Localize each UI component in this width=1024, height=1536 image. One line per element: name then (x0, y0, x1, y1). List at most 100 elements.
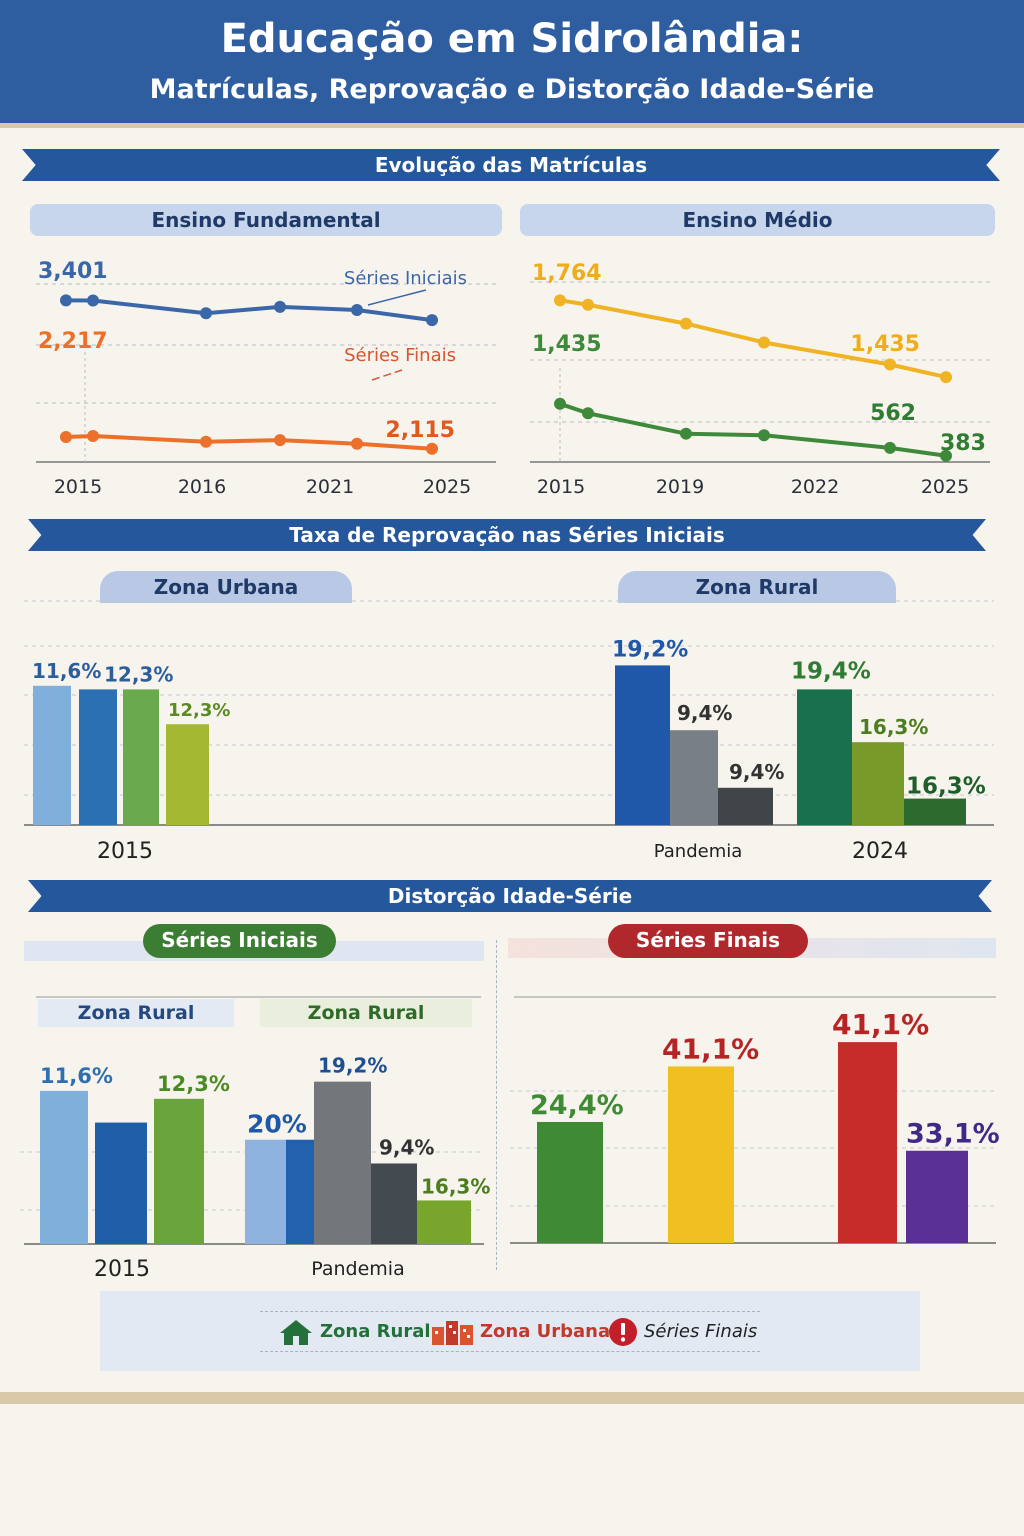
bar-label: 9,4% (729, 760, 784, 784)
footer-bar (0, 1392, 1024, 1404)
data-point (200, 307, 212, 320)
data-point (680, 317, 692, 330)
data-point (554, 294, 566, 307)
legend-item-urbana: Zona Urbana (432, 1317, 610, 1347)
data-point (940, 449, 952, 462)
series-name-label: Séries Iniciais (344, 268, 467, 289)
legend-divider-bottom (260, 1351, 760, 1352)
data-point (758, 336, 770, 349)
bar-label: 11,6% (32, 659, 101, 683)
bar-label: 20% (247, 1110, 307, 1139)
bar (245, 1139, 286, 1244)
legend-label-rural: Zona Rural (320, 1321, 431, 1342)
data-point (582, 407, 594, 420)
group-label: 2024 (852, 839, 908, 864)
group-label: 2015 (97, 839, 153, 864)
x-tick-label: 2019 (656, 476, 704, 498)
bar-label: 19,2% (318, 1054, 387, 1078)
bar (371, 1163, 417, 1244)
bar (906, 1150, 968, 1243)
series-name-label: Séries Finais (344, 345, 456, 366)
bar (670, 730, 718, 825)
group-label: Pandemia (311, 1258, 404, 1280)
legend-label-finais: Séries Finais (644, 1321, 758, 1342)
data-label: 2,115 (385, 418, 455, 443)
bar-label: 16,3% (421, 1174, 490, 1198)
bar-label: 19,4% (791, 658, 871, 684)
bar (615, 665, 670, 825)
panel-divider (496, 940, 497, 1270)
section-banner-matriculas: Evolução das Matrículas (22, 149, 1000, 181)
data-label: 3,401 (38, 259, 108, 284)
section-banner-distorcao: Distorção Idade-Série (28, 880, 992, 912)
data-label: 1,435 (532, 332, 602, 357)
panel-title-series-iniciais: Séries Iniciais (143, 924, 336, 958)
data-point (554, 397, 566, 410)
data-point (680, 427, 692, 440)
data-point (200, 435, 212, 448)
panel-title-urbana: Zona Urbana (100, 571, 352, 603)
alert-icon (609, 1318, 637, 1346)
group-label: 2015 (94, 1257, 150, 1282)
data-label: 2,217 (38, 329, 108, 354)
subhead-zona-rural-b: Zona Rural (260, 999, 472, 1027)
bar (40, 1090, 88, 1244)
bar (838, 1042, 897, 1243)
legend-item-rural: Zona Rural (278, 1317, 431, 1347)
bar (95, 1122, 147, 1244)
bar-label: 16,3% (906, 774, 986, 800)
page-title: Educação em Sidrolândia: (220, 16, 804, 62)
data-point (884, 358, 896, 371)
bar-label: 41,1% (662, 1032, 759, 1065)
bar-label: 19,2% (612, 637, 688, 662)
data-label: 1,435 (850, 332, 920, 357)
data-label: 562 (870, 401, 916, 426)
bar-label: 9,4% (677, 701, 732, 725)
bar (718, 787, 773, 825)
data-point (60, 294, 72, 307)
data-point (940, 371, 952, 384)
panel-title-rural: Zona Rural (618, 571, 896, 603)
bar (166, 724, 209, 825)
bar (314, 1081, 371, 1244)
panel-title-series-finais: Séries Finais (608, 924, 808, 958)
legend-item-finais: Séries Finais (608, 1317, 757, 1347)
section-banner-reprovacao: Taxa de Reprovação nas Séries Iniciais (28, 519, 986, 551)
bar (668, 1066, 734, 1243)
bar (33, 685, 71, 825)
x-tick-label: 2022 (791, 476, 839, 498)
bar-label: 12,3% (168, 700, 230, 721)
data-point (60, 430, 72, 443)
legend-label-urbana: Zona Urbana (480, 1321, 611, 1342)
bar (79, 689, 117, 825)
panel-title-medio: Ensino Médio (520, 204, 995, 236)
data-label: 1,764 (532, 261, 602, 286)
bar (852, 742, 904, 825)
x-tick-label: 2025 (423, 476, 471, 498)
bar (154, 1098, 204, 1244)
legend: Zona Rural Zona Urbana Séries Finais (100, 1291, 920, 1371)
series-leader-line (367, 289, 427, 306)
data-point (426, 442, 438, 455)
legend-divider-top (260, 1311, 760, 1312)
bar (537, 1121, 603, 1243)
bar (417, 1200, 471, 1244)
series-leader-line (371, 369, 403, 381)
bar-label: 24,4% (530, 1090, 624, 1121)
bar (904, 798, 966, 825)
page-header: Educação em Sidrolândia: Matrículas, Rep… (0, 0, 1024, 128)
page-subtitle: Matrículas, Reprovação e Distorção Idade… (149, 74, 875, 105)
bar (797, 689, 852, 825)
house-icon (280, 1320, 312, 1345)
subhead-zona-rural-a: Zona Rural (38, 999, 234, 1027)
data-label: 383 (940, 431, 986, 456)
data-point (884, 441, 896, 454)
data-point (351, 303, 363, 316)
bar-label: 11,6% (40, 1064, 113, 1088)
bar-label: 12,3% (157, 1072, 230, 1096)
x-tick-label: 2016 (178, 476, 226, 498)
data-point (758, 429, 770, 442)
